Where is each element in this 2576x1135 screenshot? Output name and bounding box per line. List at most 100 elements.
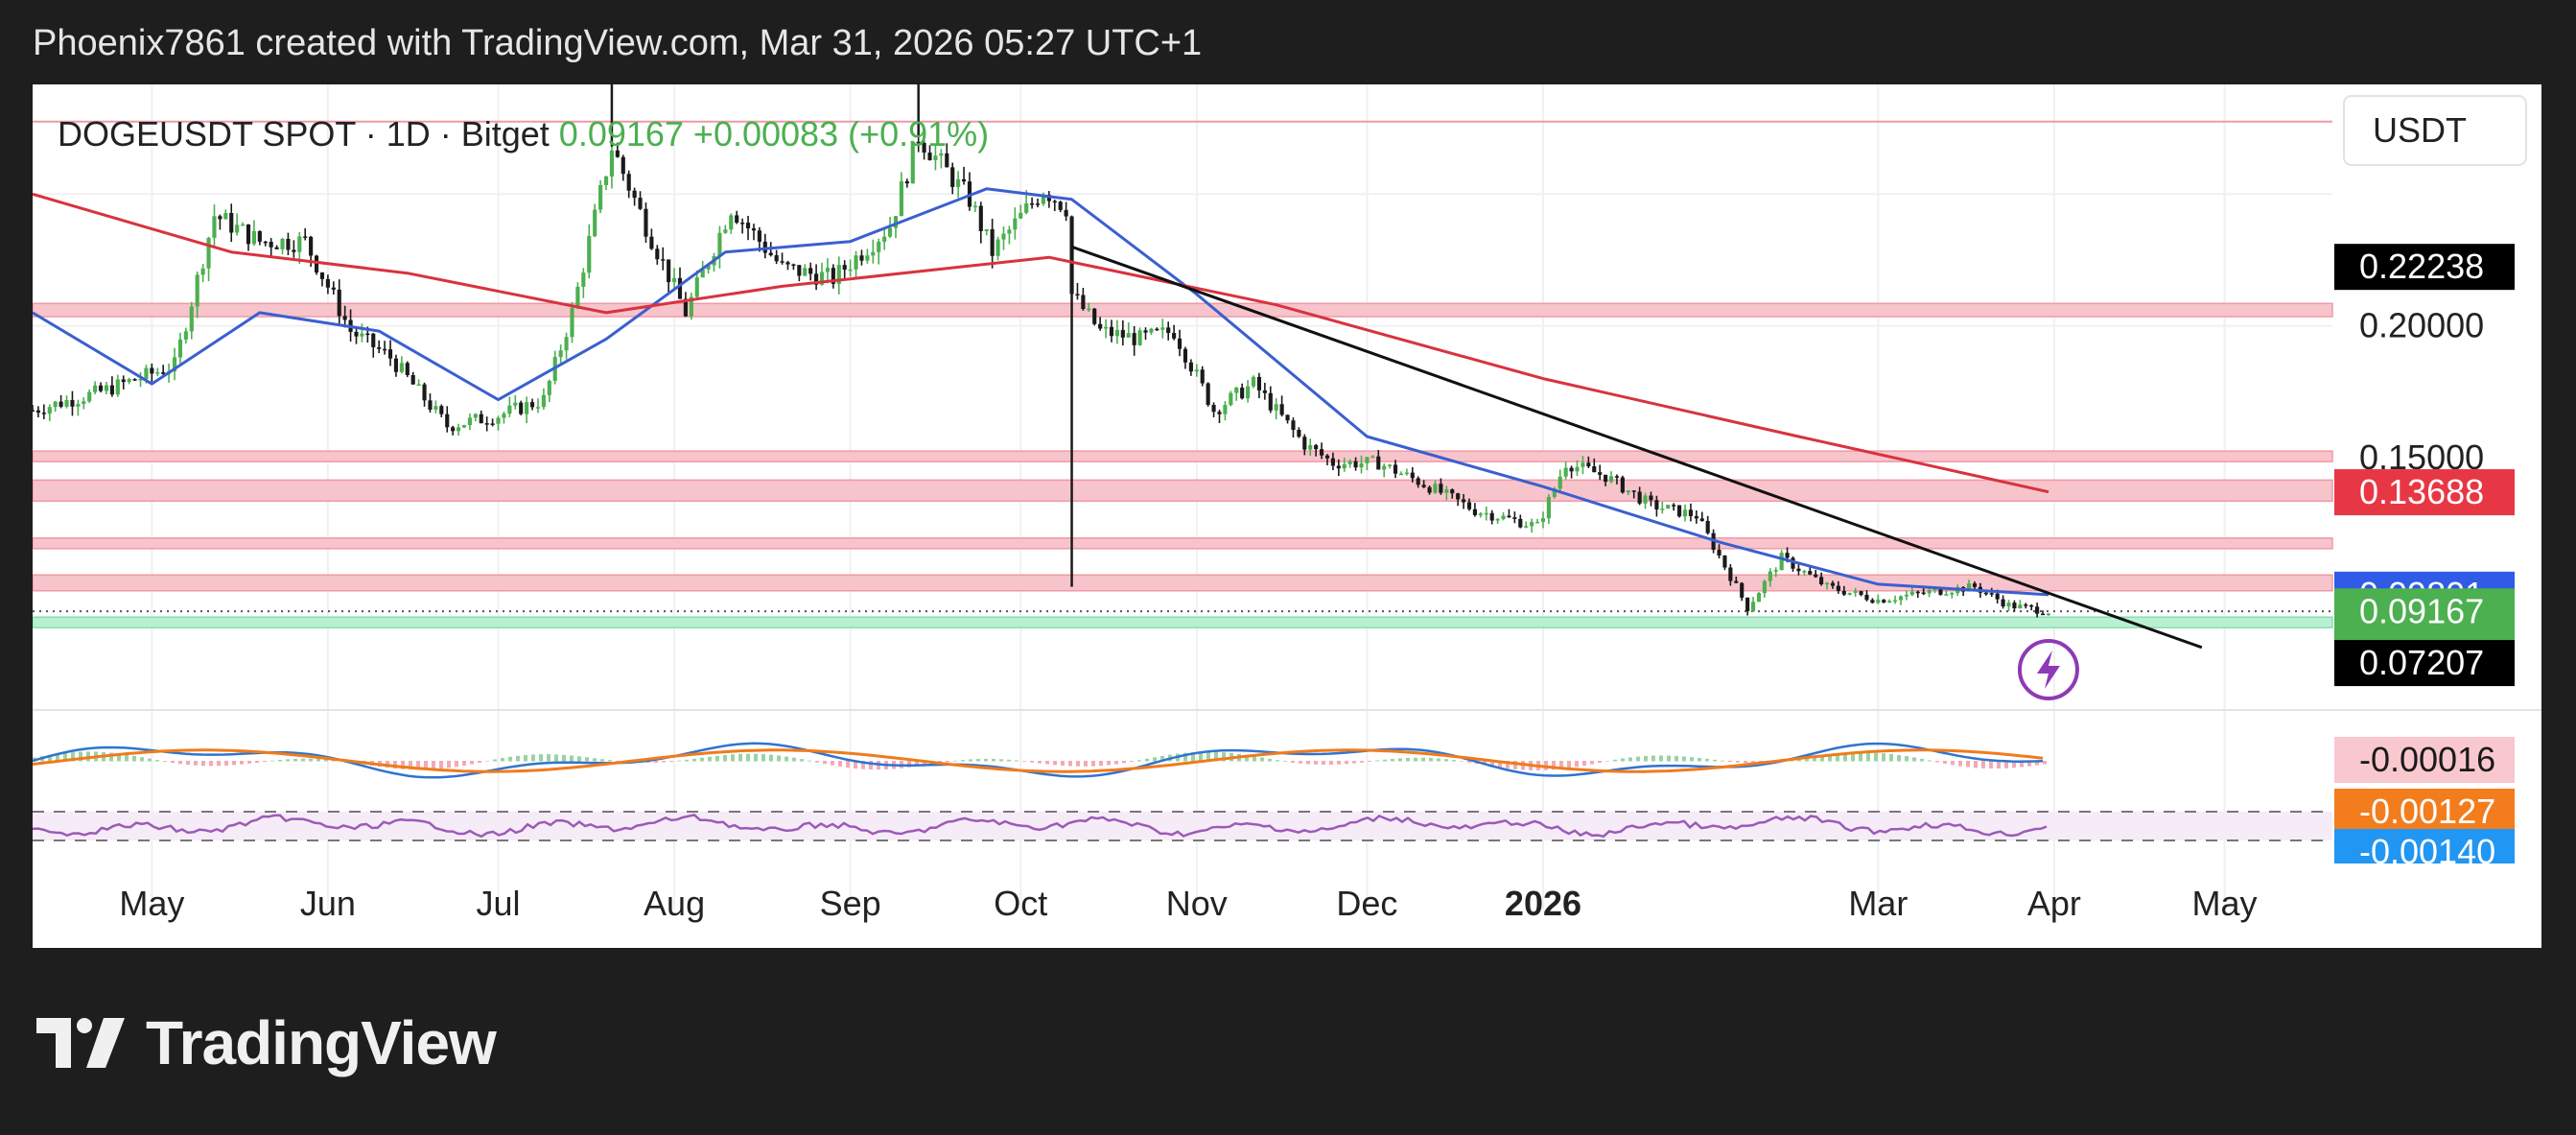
candle-body <box>172 357 177 372</box>
candle-body <box>1194 369 1199 372</box>
candle-body <box>1518 518 1523 528</box>
candle-body <box>1631 490 1636 492</box>
candle-body <box>1256 376 1262 390</box>
price-label: 0.22238 <box>2359 247 2484 286</box>
candle-body <box>377 346 382 349</box>
candle-body <box>229 213 234 233</box>
macd-bar <box>125 754 129 762</box>
macd-bar <box>1299 761 1302 764</box>
macd-bar <box>1621 758 1625 762</box>
candle-body <box>848 269 853 272</box>
candle-body <box>269 241 273 248</box>
candle-body <box>393 358 399 372</box>
candle-body <box>808 268 813 274</box>
candle-body <box>1155 328 1159 331</box>
candle-body <box>41 413 46 414</box>
macd-bar <box>1575 761 1579 768</box>
candle-body <box>1427 486 1432 493</box>
candle-body <box>132 379 137 381</box>
macd-bar <box>1045 761 1049 765</box>
macd-bar <box>1897 754 1901 762</box>
ma-slow-line <box>33 192 2049 494</box>
chart-attribution: Phoenix7861 created with TradingView.com… <box>33 23 1203 63</box>
macd-bar <box>654 761 658 763</box>
candle-body <box>774 255 779 262</box>
candle-body <box>1728 567 1733 581</box>
candle-body <box>257 230 262 242</box>
candle-body <box>1592 466 1597 473</box>
chart-frame[interactable]: DOGEUSDT SPOT · 1D · Bitget 0.09167 +0.0… <box>33 84 2541 948</box>
macd-bar <box>1352 761 1356 764</box>
macd-bar <box>1490 761 1494 767</box>
candle-body <box>2018 604 2023 609</box>
candle-body <box>706 265 711 270</box>
candle-body <box>1586 462 1591 467</box>
candle-body <box>457 427 461 432</box>
macd-bar <box>1130 761 1134 763</box>
candle-body <box>842 265 847 271</box>
candle-body <box>1183 348 1188 363</box>
candle-body <box>1870 600 1875 603</box>
candle-body <box>910 141 915 184</box>
candle-body <box>1932 588 1937 591</box>
macd-bar <box>1022 761 1026 762</box>
macd-bar <box>48 754 52 762</box>
macd-bar <box>754 753 758 762</box>
candle-body <box>1365 457 1370 463</box>
candle-body <box>416 384 421 387</box>
macd-bar <box>140 757 144 762</box>
candle-body <box>1887 601 1892 603</box>
macd-bar <box>1467 761 1471 763</box>
macd-bar <box>854 761 857 768</box>
candle-body <box>218 216 222 220</box>
candle-body <box>274 247 279 249</box>
macd-bar <box>1007 759 1011 762</box>
candle-body <box>1598 472 1603 475</box>
candle-body <box>1109 326 1114 337</box>
candle-body <box>1620 477 1625 493</box>
candle-body <box>1421 485 1426 487</box>
x-tick-label: Sep <box>820 884 881 923</box>
macd-bar <box>1306 761 1310 765</box>
macd-bar <box>838 761 842 767</box>
macd-bar <box>163 761 167 762</box>
macd-bar <box>393 761 397 769</box>
candle-body <box>1569 467 1574 472</box>
macd-bar <box>1820 756 1824 762</box>
candle-body <box>1768 571 1772 581</box>
candle-body <box>70 399 75 407</box>
candle-body <box>1660 508 1665 510</box>
macd-bar <box>1368 761 1371 762</box>
macd-bar <box>1322 761 1325 766</box>
candle-body <box>1530 522 1534 527</box>
resistance-zone <box>33 450 2333 462</box>
candle-body <box>212 216 217 238</box>
candle-body <box>1382 465 1387 470</box>
candle-body <box>59 401 63 407</box>
candle-body <box>2040 613 2046 616</box>
candle-body <box>1370 456 1375 459</box>
macd-bar <box>1882 753 1885 762</box>
candle-body <box>1847 592 1852 595</box>
macd-bar <box>547 754 550 762</box>
candle-body <box>87 391 92 402</box>
macd-bar <box>1406 757 1410 762</box>
candle-body <box>797 265 802 276</box>
macd-bar <box>247 761 251 764</box>
macd-bar <box>1091 761 1095 767</box>
candle-body <box>161 372 166 374</box>
macd-bar <box>715 755 719 762</box>
candle-body <box>1353 461 1358 468</box>
tradingview-logo-icon <box>36 1018 125 1068</box>
candle-body <box>433 406 438 410</box>
macd-bar <box>1751 761 1755 764</box>
candle-body <box>1376 456 1381 470</box>
candle-body <box>1234 387 1239 393</box>
candle-body <box>1404 472 1409 475</box>
candle-body <box>422 384 427 401</box>
candle-body <box>1472 508 1478 515</box>
price-chart[interactable]: DOGEUSDT SPOT · 1D · Bitget 0.09167 +0.0… <box>33 84 2541 948</box>
macd-bar <box>201 761 205 767</box>
candle-body <box>1466 502 1472 509</box>
candle-body <box>138 379 143 381</box>
